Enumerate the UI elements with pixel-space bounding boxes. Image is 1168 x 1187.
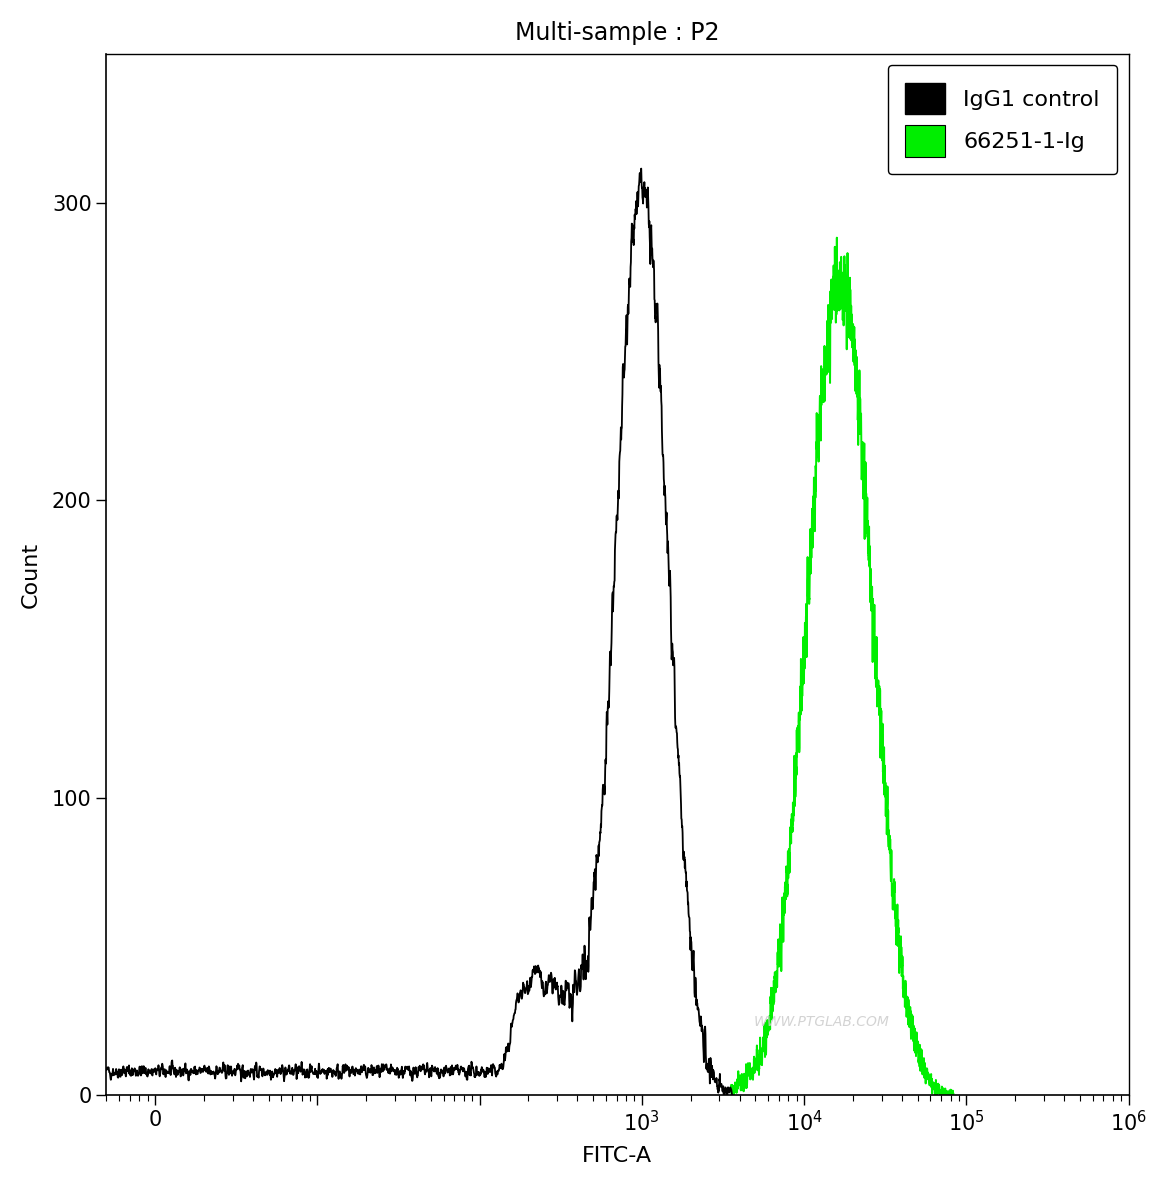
Title: Multi-sample : P2: Multi-sample : P2: [515, 21, 719, 45]
Y-axis label: Count: Count: [21, 541, 41, 608]
Legend: IgG1 control, 66251-1-Ig: IgG1 control, 66251-1-Ig: [888, 65, 1118, 174]
Text: WWW.PTGLAB.COM: WWW.PTGLAB.COM: [755, 1015, 890, 1029]
X-axis label: FITC-A: FITC-A: [583, 1147, 653, 1166]
